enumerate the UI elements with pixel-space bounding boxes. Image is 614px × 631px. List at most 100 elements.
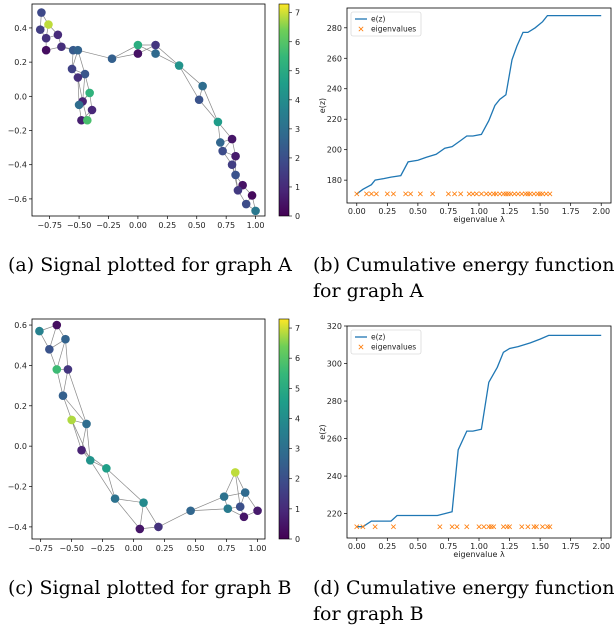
colorbar-tick-label: 5 — [295, 67, 300, 76]
x-tick-label: 0.50 — [409, 542, 427, 551]
eigenvalue-marker — [519, 191, 525, 197]
graph-edge — [77, 49, 113, 60]
graph-node — [133, 49, 143, 58]
graph-edge — [155, 44, 180, 66]
x-tick-label: 1.75 — [562, 542, 580, 551]
graph-edge — [139, 502, 144, 529]
y-tick-label: 0.2 — [14, 58, 27, 67]
graph-edge — [155, 53, 180, 66]
graph-edge — [65, 339, 69, 370]
graph-node — [198, 81, 207, 91]
legend-box — [350, 329, 422, 355]
y-tick-label: 280 — [327, 24, 342, 33]
eigenvalue-marker — [540, 191, 546, 197]
graph-edge — [71, 419, 91, 461]
graph-edge — [234, 472, 241, 507]
graph-node — [73, 73, 83, 82]
graph-node — [151, 40, 160, 50]
colorbar-tick-label: 1 — [295, 183, 300, 192]
x-tick-label: 1.25 — [501, 542, 519, 551]
plot-frame — [346, 7, 612, 204]
eigenvalue-marker — [544, 524, 550, 530]
graph-edge — [143, 502, 159, 528]
graph-edge — [89, 460, 116, 499]
graph-edge — [62, 369, 69, 396]
x-tick-label: −0.25 — [96, 221, 121, 230]
colorbar-tick-label: 3 — [295, 445, 300, 454]
graph-edge — [114, 498, 144, 504]
y-tick-label: 220 — [327, 115, 342, 124]
y-tick-label: 200 — [327, 146, 342, 155]
eigenvalue-marker — [503, 191, 509, 197]
eigenvalue-marker — [505, 191, 511, 197]
y-tick-label: 260 — [327, 435, 342, 444]
x-tick-label: 0.50 — [188, 221, 206, 230]
graph-edge — [178, 65, 200, 100]
eigenvalue-marker — [478, 191, 484, 197]
energy-b-plot: 0.00 0.25 0.50 0.75 1.00 1.25 1.50 1.75 2.00 220 2… — [318, 322, 612, 559]
colorbar-tick-label: 5 — [295, 384, 300, 393]
eigenvalue-marker — [507, 524, 513, 530]
colorbar-tick-label: 6 — [295, 354, 300, 363]
x-tick-label: 0.75 — [218, 544, 236, 553]
eigenvalue-marker — [497, 191, 503, 197]
plot-frame — [346, 325, 612, 539]
y-tick-label: −0.6 — [8, 195, 27, 204]
graph-edge — [202, 85, 219, 123]
graph-node — [154, 522, 163, 532]
x-tick-label: −0.50 — [59, 544, 84, 553]
graph-node — [67, 415, 76, 425]
x-tick-label: 1.50 — [531, 207, 549, 216]
x-tick-label: 1.50 — [531, 542, 549, 551]
colorbar-tick-label: 6 — [295, 38, 300, 47]
graph-node — [87, 105, 97, 115]
eigenvalue-marker — [491, 524, 497, 530]
eigenvalue-marker — [491, 191, 497, 197]
graph-edge — [198, 99, 219, 123]
eigenvalue-marker — [464, 524, 470, 530]
y-tick-label: 0.4 — [14, 24, 27, 33]
legend-box — [350, 11, 422, 37]
y-tick-label: 0.2 — [14, 402, 27, 411]
graph-node — [102, 464, 111, 473]
y-tick-label: 260 — [327, 54, 342, 63]
caption-a: (a) Signal plotted for graph A — [8, 254, 292, 276]
graph-node — [215, 138, 225, 147]
y-tick-label: −0.2 — [8, 127, 27, 136]
graph-node — [233, 186, 243, 195]
y-tick-label: 220 — [327, 510, 342, 519]
caption-d-line2: for graph B — [313, 603, 424, 625]
graph-edge — [56, 369, 64, 396]
eigenvalue-marker — [470, 191, 476, 197]
graph-node — [61, 334, 70, 344]
y-tick-label: 0.0 — [14, 92, 27, 101]
x-axis-label: eigenvalue λ — [453, 550, 505, 559]
eigenvalue-marker — [531, 191, 537, 197]
eigenvalue-marker — [384, 191, 390, 197]
y-tick-label: −0.2 — [8, 483, 27, 492]
eigenvalue-marker — [525, 191, 531, 197]
x-tick-label: 0.00 — [348, 207, 366, 216]
graph-edge — [114, 498, 141, 530]
eigenvalue-marker — [466, 191, 472, 197]
graph-node — [227, 134, 237, 144]
graph-node — [77, 445, 86, 455]
graph-node — [253, 506, 262, 516]
graph-edge — [190, 496, 225, 512]
y-tick-label: 0.4 — [14, 361, 27, 370]
graph-edge — [81, 423, 87, 451]
x-tick-label: 0.25 — [158, 221, 176, 230]
eigenvalue-marker — [483, 191, 489, 197]
eigenvalue-marker — [390, 524, 396, 530]
eigenvalue-marker — [445, 191, 451, 197]
eigenvalue-marker — [476, 524, 482, 530]
colorbar-tick-label: 4 — [295, 96, 300, 105]
legend-label-eigenvalues: eigenvalues — [371, 25, 416, 34]
graph-node — [139, 498, 148, 507]
eigenvalue-marker — [533, 524, 539, 530]
caption-c: (c) Signal plotted for graph B — [8, 577, 292, 599]
colorbar-tick-label: 3 — [295, 125, 300, 134]
graph-node — [85, 88, 94, 98]
graph-edge — [106, 468, 116, 499]
x-tick-label: 2.00 — [592, 542, 610, 551]
